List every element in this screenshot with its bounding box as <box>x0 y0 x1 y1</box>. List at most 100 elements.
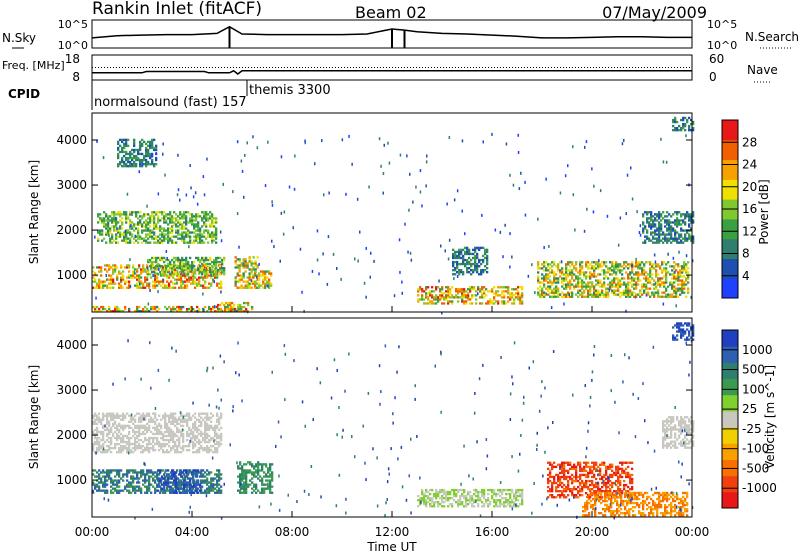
heatmap-cell <box>479 288 482 291</box>
heatmap-cell <box>120 418 123 421</box>
heatmap-cell <box>156 418 159 421</box>
heatmap-cell <box>672 227 675 230</box>
heatmap-cell <box>172 445 175 448</box>
heatmap-cell <box>118 489 121 492</box>
heatmap-cell <box>180 420 183 424</box>
heatmap-cell <box>158 282 161 285</box>
heatmap-cell <box>425 501 428 504</box>
heatmap-cell <box>216 434 219 438</box>
heatmap-cell <box>241 169 244 173</box>
heatmap-cell <box>462 258 465 262</box>
heatmap-cell <box>591 265 594 268</box>
heatmap-cell <box>92 449 95 452</box>
heatmap-cell <box>674 211 677 214</box>
heatmap-cell <box>148 440 151 444</box>
heatmap-cell <box>646 229 649 232</box>
heatmap-cell <box>139 144 142 148</box>
heatmap-cell <box>108 422 111 426</box>
heatmap-cell <box>211 213 214 216</box>
heatmap-cell <box>561 271 564 274</box>
heatmap-cell <box>678 211 681 214</box>
heatmap-cell <box>194 428 197 432</box>
heatmap-cell <box>417 499 420 502</box>
heatmap-cell <box>688 217 691 220</box>
heatmap-cell <box>216 451 219 454</box>
heatmap-cell <box>437 503 440 506</box>
heatmap-cell <box>549 263 552 266</box>
heatmap-cell <box>481 490 484 494</box>
heatmap-cell <box>623 263 626 266</box>
heatmap-cell <box>671 273 674 276</box>
heatmap-cell <box>242 262 245 265</box>
heatmap-cell <box>654 241 657 244</box>
heatmap-cell <box>201 262 204 266</box>
heatmap-cell <box>164 491 167 494</box>
heatmap-cell <box>220 412 223 415</box>
heatmap-cell <box>137 229 140 232</box>
heatmap-cell <box>126 447 129 450</box>
heatmap-cell <box>123 150 126 154</box>
heatmap-cell <box>128 266 131 269</box>
heatmap-cell <box>269 489 272 492</box>
heatmap-cell <box>563 295 566 298</box>
heatmap-cell <box>609 283 612 286</box>
heatmap-cell <box>557 277 560 280</box>
heatmap-cell <box>687 271 690 274</box>
heatmap-cell <box>460 269 463 272</box>
heatmap-cell <box>486 248 489 252</box>
heatmap-cell <box>201 219 204 222</box>
heatmap-cell <box>672 239 675 242</box>
heatmap-cell <box>242 286 245 289</box>
heatmap-cell <box>144 416 147 419</box>
heatmap-cell <box>129 227 132 230</box>
heatmap-cell <box>236 258 239 261</box>
heatmap-cell <box>108 412 111 415</box>
heatmap-cell <box>202 292 204 296</box>
heatmap-cell <box>187 221 190 224</box>
heatmap-cell <box>116 412 119 415</box>
heatmap-cell <box>547 265 550 268</box>
heatmap-cell <box>476 252 479 256</box>
heatmap-cell <box>98 420 101 424</box>
heatmap-cell <box>189 217 192 220</box>
heatmap-cell <box>201 485 204 488</box>
heatmap-cell <box>186 284 189 287</box>
heatmap-cell <box>149 260 152 264</box>
heatmap-cell <box>478 260 481 264</box>
heatmap-cell <box>493 292 496 295</box>
heatmap-cell <box>662 237 665 240</box>
heatmap-cell <box>181 269 184 272</box>
heatmap-cell <box>462 273 465 276</box>
heatmap-cell <box>215 256 218 260</box>
heatmap-cell <box>205 215 208 218</box>
heatmap-cell <box>209 233 212 236</box>
heatmap-cell <box>245 475 248 478</box>
heatmap-cell <box>211 241 214 244</box>
heatmap-cell <box>193 215 196 218</box>
heatmap-cell <box>157 221 160 224</box>
heatmap-cell <box>152 473 155 476</box>
heatmap-cell <box>480 246 483 250</box>
heatmap-cell <box>683 261 686 264</box>
heatmap-cell <box>245 307 248 311</box>
heatmap-cell <box>162 152 164 156</box>
heatmap-cell <box>569 279 572 282</box>
heatmap-cell <box>108 475 111 478</box>
heatmap-cell <box>207 258 210 262</box>
heatmap-cell <box>232 305 235 309</box>
heatmap-cell <box>176 274 179 277</box>
heatmap-cell <box>665 160 668 164</box>
heatmap-cell <box>119 213 122 216</box>
heatmap-cell <box>658 241 661 244</box>
heatmap-cell <box>679 289 682 292</box>
heatmap-cell <box>214 268 217 271</box>
heatmap-cell <box>537 265 540 268</box>
heatmap-cell <box>472 248 475 252</box>
heatmap-cell <box>268 280 271 283</box>
heatmap-cell <box>537 287 540 290</box>
heatmap-cell <box>181 262 184 266</box>
heatmap-cell <box>213 235 216 238</box>
heatmap-cell <box>661 295 664 298</box>
heatmap-cell <box>619 279 622 282</box>
heatmap-cell <box>577 285 580 288</box>
